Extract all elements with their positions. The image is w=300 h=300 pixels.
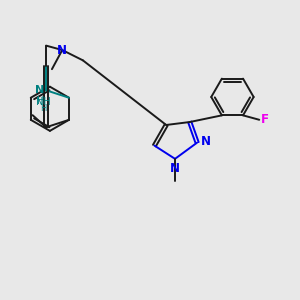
Text: NH: NH — [36, 97, 51, 107]
Text: N: N — [57, 44, 67, 56]
Text: H: H — [37, 96, 45, 106]
Text: N: N — [170, 162, 180, 175]
Text: F: F — [261, 113, 269, 126]
Text: H: H — [40, 103, 47, 112]
Text: N: N — [35, 85, 45, 95]
Text: N: N — [201, 135, 211, 148]
